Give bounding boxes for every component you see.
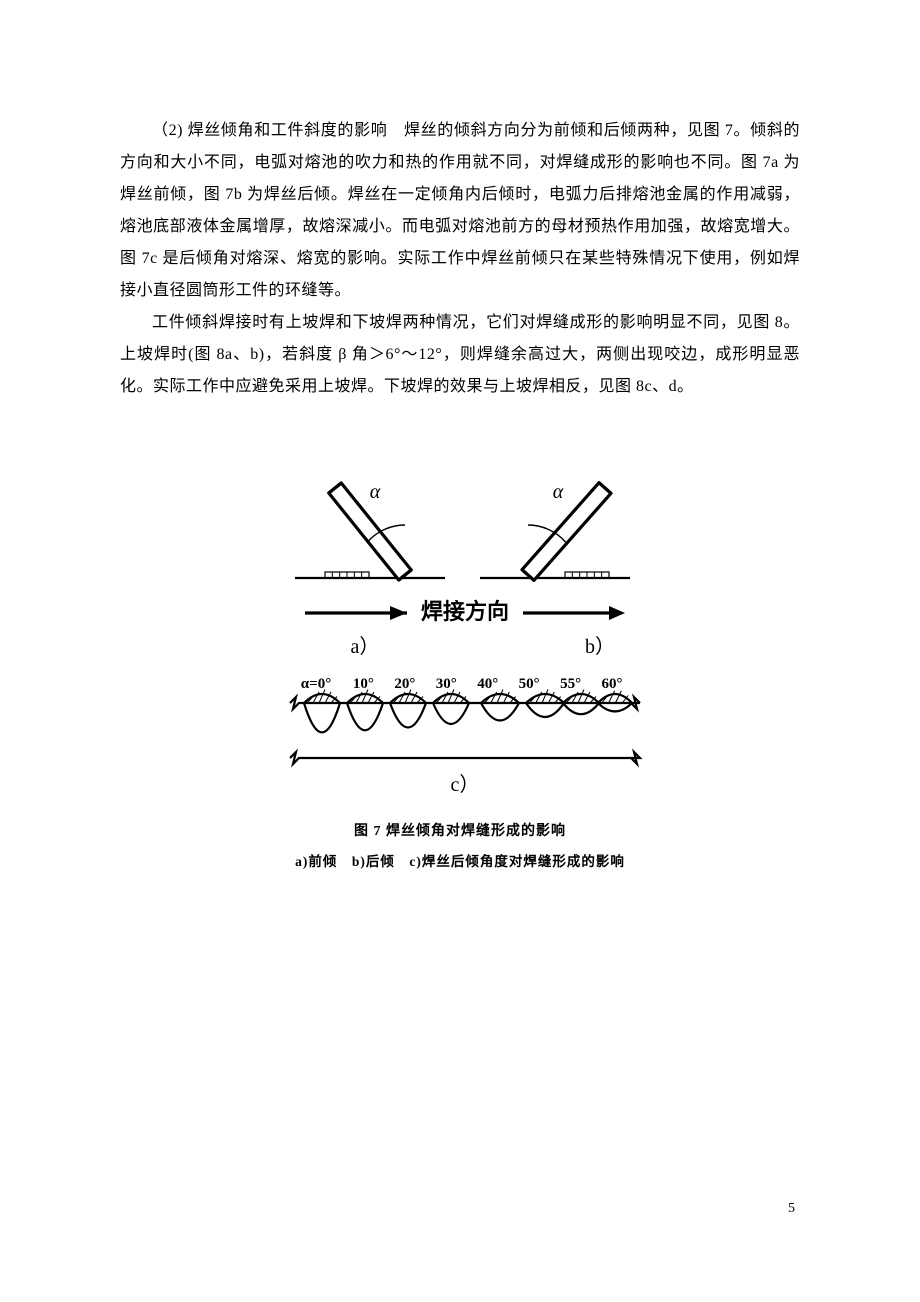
page-number: 5 (788, 1201, 795, 1217)
paragraph-2: 工件倾斜焊接时有上坡焊和下坡焊两种情况，它们对焊缝成形的影响明显不同，见图 8。… (120, 307, 800, 403)
figure-7-svg: αa）αb）焊接方向α=0°10°20°30°40°50°55°60°c） (270, 473, 650, 803)
svg-text:α: α (370, 481, 381, 503)
svg-text:c）: c） (451, 773, 480, 796)
paragraph-1: （2) 焊丝倾角和工件斜度的影响 焊丝的倾斜方向分为前倾和后倾两种，见图 7。倾… (120, 115, 800, 307)
svg-text:20°: 20° (394, 676, 415, 692)
svg-text:50°: 50° (519, 676, 540, 692)
svg-text:b）: b） (585, 635, 615, 658)
figure-7-caption: 图 7 焊丝倾角对焊缝形成的影响 (120, 820, 800, 840)
svg-text:α: α (553, 481, 564, 503)
svg-text:55°: 55° (560, 676, 581, 692)
svg-text:40°: 40° (477, 676, 498, 692)
svg-text:焊接方向: 焊接方向 (421, 599, 509, 624)
svg-text:60°: 60° (602, 676, 623, 692)
figure-7: αa）αb）焊接方向α=0°10°20°30°40°50°55°60°c） 图 … (120, 473, 800, 870)
svg-text:α=0°: α=0° (301, 676, 331, 692)
svg-text:10°: 10° (353, 676, 374, 692)
figure-7-subcaption: a)前倾 b)后倾 c)焊丝后倾角度对焊缝形成的影响 (120, 850, 800, 870)
page-content: （2) 焊丝倾角和工件斜度的影响 焊丝的倾斜方向分为前倾和后倾两种，见图 7。倾… (0, 0, 920, 870)
svg-text:a）: a） (351, 635, 380, 658)
